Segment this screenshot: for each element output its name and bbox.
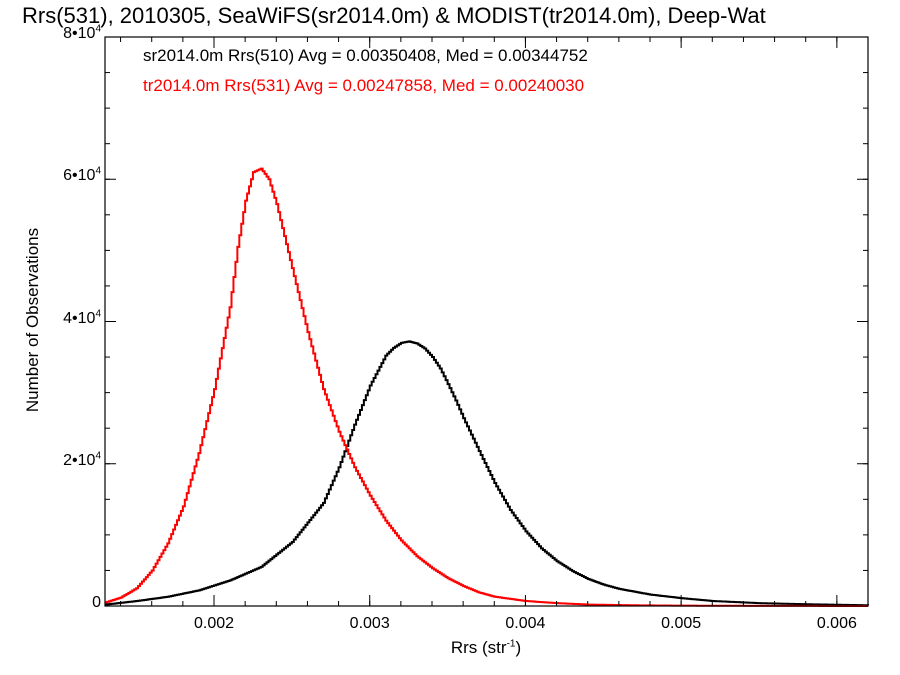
x-tick-label: 0.004 bbox=[505, 615, 546, 632]
y-axis-label: Number of Observations bbox=[23, 227, 42, 413]
series-1-line bbox=[105, 340, 869, 607]
y-tick-label: 0 bbox=[92, 594, 101, 611]
x-tick-label: 0.002 bbox=[193, 615, 235, 632]
plot-frame bbox=[104, 36, 869, 607]
legend-label-series-1: sr2014.0m Rrs(510) Avg = 0.00350408, Med… bbox=[143, 46, 588, 65]
legend-entry-series-1: sr2014.0m Rrs(510) Avg = 0.00350408, Med… bbox=[143, 46, 588, 66]
y-tick-label: 4•104 bbox=[63, 308, 101, 327]
series-2-line bbox=[105, 167, 868, 607]
x-tick-label: 0.003 bbox=[349, 615, 390, 632]
x-tick-label: 0.006 bbox=[816, 615, 857, 632]
chart-title: Rrs(531), 2010305, SeaWiFS(sr2014.0m) & … bbox=[22, 3, 766, 28]
y-tick-label: 8•104 bbox=[63, 23, 101, 42]
y-tick-label: 2•104 bbox=[63, 450, 101, 469]
x-tick-label: 0.005 bbox=[661, 615, 702, 632]
legend-entry-series-2: tr2014.0m Rrs(531) Avg = 0.00247858, Med… bbox=[143, 76, 584, 96]
y-tick-label: 6•104 bbox=[63, 165, 101, 185]
legend-label-series-2: tr2014.0m Rrs(531) Avg = 0.00247858, Med… bbox=[143, 76, 585, 95]
